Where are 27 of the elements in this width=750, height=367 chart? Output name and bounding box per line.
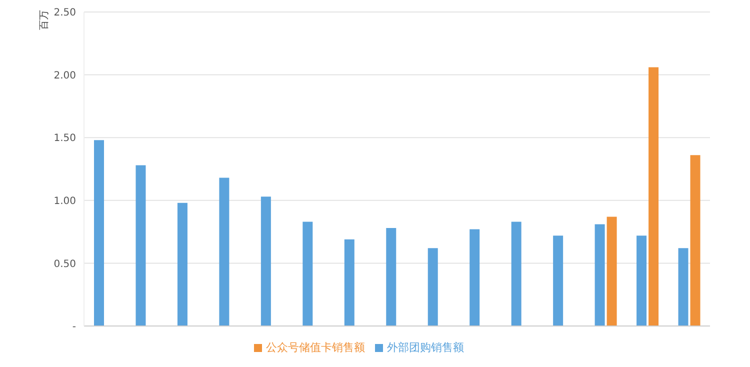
y-tick-label: - bbox=[72, 322, 76, 333]
bar bbox=[690, 155, 700, 326]
y-tick-label: 2.00 bbox=[54, 70, 76, 82]
y-tick-label: 0.50 bbox=[54, 258, 76, 270]
bar bbox=[636, 236, 647, 326]
bar bbox=[386, 228, 396, 326]
legend-label: 外部团购销售额 bbox=[387, 341, 464, 354]
bar bbox=[511, 222, 522, 326]
y-tick-label: 1.50 bbox=[54, 133, 76, 144]
bar bbox=[606, 216, 617, 326]
bar bbox=[94, 140, 104, 326]
bar bbox=[594, 224, 605, 326]
bar bbox=[470, 229, 480, 326]
bar bbox=[302, 222, 313, 326]
y-axis-title: 百万 bbox=[39, 10, 50, 30]
bar bbox=[678, 248, 688, 326]
bar bbox=[260, 196, 271, 326]
bar bbox=[136, 165, 146, 326]
bar bbox=[219, 178, 230, 326]
bar bbox=[344, 239, 354, 326]
y-tick-label: 1.00 bbox=[54, 196, 76, 207]
bar bbox=[553, 236, 564, 326]
legend-label: 公众号储值卡销售额 bbox=[266, 341, 365, 354]
bar bbox=[428, 248, 438, 326]
y-tick-label: 2.50 bbox=[54, 8, 76, 19]
bar bbox=[177, 202, 188, 326]
bar bbox=[648, 67, 659, 326]
